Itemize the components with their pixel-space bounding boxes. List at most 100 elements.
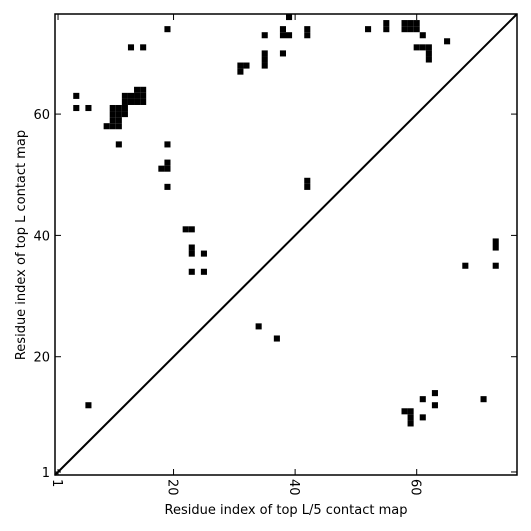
contact-cell: [462, 262, 469, 269]
diagonal-line: [54, 13, 518, 476]
contact-cell: [85, 402, 92, 409]
contact-cell: [237, 62, 244, 69]
contact-cell: [182, 226, 189, 233]
contact-cell: [164, 26, 171, 33]
contact-cell: [188, 244, 195, 251]
x-tick-label: 40: [286, 479, 301, 496]
contact-cell: [431, 402, 438, 409]
contact-cell: [134, 86, 141, 93]
contact-cell: [413, 20, 420, 27]
contact-cell: [419, 396, 426, 403]
contact-cell: [279, 32, 286, 39]
contact-cell: [286, 14, 293, 21]
contact-cell: [140, 98, 147, 105]
contact-cell: [383, 26, 390, 33]
contact-cell: [492, 238, 499, 245]
contact-cell: [200, 250, 207, 257]
contact-cell: [492, 262, 499, 269]
contact-cell: [115, 141, 122, 148]
contact-cell: [261, 50, 268, 57]
contact-cell: [115, 111, 122, 118]
contact-cell: [413, 44, 420, 51]
y-axis-label: Residue index of top L contact map: [14, 130, 29, 360]
contact-cell: [243, 62, 250, 69]
y-tick-label: 40: [33, 229, 50, 244]
contact-cell: [407, 414, 414, 421]
contact-cell: [127, 44, 135, 51]
contact-cell: [164, 159, 171, 166]
contact-cell: [188, 250, 195, 257]
contact-cell: [425, 50, 432, 57]
x-tick-label: 20: [165, 479, 180, 496]
contact-cell: [115, 104, 122, 112]
contact-cell: [425, 56, 432, 63]
contact-cell: [85, 104, 92, 112]
contact-cell: [121, 98, 128, 105]
contact-cell: [431, 390, 438, 397]
contact-cell: [200, 268, 207, 275]
contact-cell: [255, 323, 262, 330]
contact-cell: [401, 20, 408, 27]
contact-cell: [407, 26, 414, 33]
y-tick-label: 20: [33, 351, 50, 366]
contact-cell: [140, 92, 147, 99]
x-tick-label: 1: [49, 479, 64, 487]
contact-cell: [103, 123, 110, 130]
contact-cell: [286, 32, 293, 39]
x-tick-label: 60: [408, 479, 423, 496]
contact-cell: [407, 20, 414, 27]
contact-cell: [419, 32, 426, 39]
contact-cell: [188, 268, 195, 275]
contact-cell: [304, 26, 311, 33]
contact-cell: [164, 141, 171, 148]
contact-cell: [425, 44, 432, 51]
contact-cell: [121, 111, 128, 118]
contact-cell: [164, 165, 171, 172]
contact-cell: [261, 32, 268, 39]
contact-cell: [73, 92, 80, 99]
contact-cell: [304, 183, 311, 190]
contact-cell: [121, 92, 128, 99]
contact-cell: [419, 414, 426, 421]
contact-cell: [407, 408, 414, 415]
contact-cell: [164, 183, 171, 190]
contact-cell: [127, 98, 135, 105]
contact-cell: [127, 92, 135, 99]
contact-cell: [444, 38, 451, 45]
contact-cell: [140, 44, 147, 51]
contact-cell: [304, 32, 311, 39]
contact-cell: [134, 92, 141, 99]
contact-cell: [134, 98, 141, 105]
contact-cell: [261, 56, 268, 63]
contact-cell: [401, 408, 408, 415]
contact-cell: [115, 123, 122, 130]
contact-cell: [304, 177, 311, 184]
contact-cell: [115, 117, 122, 124]
contact-cell: [480, 396, 487, 403]
contact-cell: [109, 117, 116, 124]
contact-cell: [73, 104, 80, 112]
contact-cell: [413, 26, 420, 33]
contact-cell: [109, 111, 116, 118]
contact-cell: [365, 26, 372, 33]
contact-cell: [407, 420, 414, 427]
contact-cell: [188, 226, 195, 233]
contact-cell: [401, 26, 408, 33]
y-tick-label: 60: [33, 108, 50, 123]
contact-cell: [140, 86, 147, 93]
contact-cell: [419, 44, 426, 51]
contact-cell: [121, 104, 128, 112]
y-tick-label: 1: [42, 466, 50, 481]
contact-cell: [279, 26, 286, 33]
contact-cell: [383, 20, 390, 27]
contact-cell: [261, 62, 268, 69]
contact-cell: [237, 68, 244, 75]
contact-cell: [109, 123, 116, 130]
x-axis-label: Residue index of top L/5 contact map: [165, 503, 408, 518]
contact-cell: [158, 165, 165, 172]
contact-cell: [109, 104, 116, 112]
plot-frame: [54, 13, 518, 476]
contact-cell: [273, 335, 280, 342]
contact-cell: [492, 244, 499, 251]
